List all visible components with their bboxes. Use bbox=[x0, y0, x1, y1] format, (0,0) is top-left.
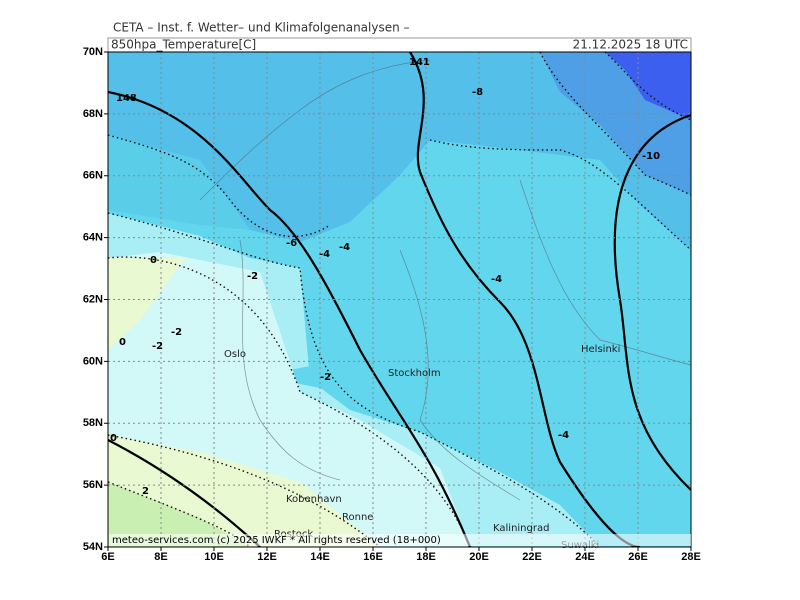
contour-label: -10 bbox=[642, 151, 660, 162]
contour-label: -2 bbox=[152, 341, 163, 352]
footer-box bbox=[109, 534, 691, 546]
contour-label: -6 bbox=[286, 238, 297, 249]
y-tick-label: 68N bbox=[83, 108, 103, 120]
place-label: Ronne bbox=[342, 512, 373, 523]
x-tick-label: 20E bbox=[469, 551, 489, 563]
y-tick-label: 70N bbox=[83, 46, 103, 58]
contour-label: -2 bbox=[171, 327, 182, 338]
x-tick-label: 10E bbox=[204, 551, 224, 563]
contour-label: 0 bbox=[110, 433, 117, 444]
y-tick-label: 56N bbox=[83, 479, 103, 491]
contour-label: 0 bbox=[150, 255, 157, 266]
y-tick-label: 54N bbox=[83, 541, 103, 553]
contour-label: 0 bbox=[119, 337, 126, 348]
x-tick-label: 26E bbox=[628, 551, 648, 563]
x-tick-label: 14E bbox=[310, 551, 330, 563]
contour-label: -4 bbox=[558, 430, 569, 441]
footer: meteo-services.com (c) 2025 IWKF * All r… bbox=[112, 535, 441, 546]
contour-label: 2 bbox=[142, 486, 149, 497]
x-tick-label: 24E bbox=[575, 551, 595, 563]
x-tick-label: 12E bbox=[257, 551, 277, 563]
contour-label: -2 bbox=[320, 372, 331, 383]
x-tick-label: 22E bbox=[522, 551, 542, 563]
place-label: Oslo bbox=[224, 349, 246, 360]
place-label: Helsinki bbox=[581, 344, 620, 355]
map-area bbox=[108, 52, 691, 547]
y-tick-label: 62N bbox=[83, 293, 103, 305]
y-tick-label: 58N bbox=[83, 417, 103, 429]
place-label: Kobenhavn bbox=[286, 494, 342, 505]
contour-label: -4 bbox=[491, 274, 502, 285]
contour-label: -2 bbox=[247, 271, 258, 282]
y-tick-label: 64N bbox=[83, 232, 103, 244]
x-tick-label: 18E bbox=[416, 551, 436, 563]
contour-label: -4 bbox=[319, 249, 330, 260]
x-tick-label: 28E bbox=[681, 551, 701, 563]
contour-label: 141 bbox=[409, 57, 430, 68]
title: CETA – Inst. f. Wetter– und Klimafolgena… bbox=[113, 21, 410, 35]
subtitle: 850hpa_Temperature[C] bbox=[111, 38, 256, 52]
contour-label: -8 bbox=[472, 87, 483, 98]
contour-label: -4 bbox=[339, 242, 350, 253]
x-tick-label: 8E bbox=[154, 551, 167, 563]
y-tick-label: 66N bbox=[83, 170, 103, 182]
x-tick-label: 16E bbox=[363, 551, 383, 563]
y-tick-label: 60N bbox=[83, 355, 103, 367]
contour-label: 148 bbox=[116, 93, 137, 104]
timestamp: 21.12.2025 18 UTC bbox=[573, 38, 688, 52]
x-tick-label: 6E bbox=[101, 551, 114, 563]
place-label: Stockholm bbox=[388, 368, 441, 379]
place-label: Kaliningrad bbox=[493, 523, 549, 534]
